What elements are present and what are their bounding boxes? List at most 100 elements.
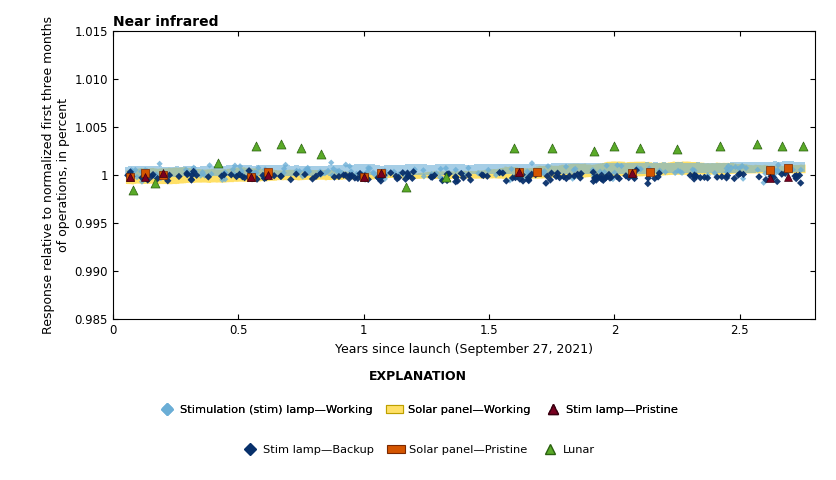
Point bbox=[768, 169, 782, 177]
Point bbox=[514, 170, 528, 178]
Point bbox=[643, 165, 656, 172]
Point bbox=[377, 171, 390, 179]
Point bbox=[772, 168, 786, 176]
Point bbox=[789, 175, 803, 182]
Point bbox=[372, 173, 385, 180]
Point bbox=[762, 168, 776, 176]
Point bbox=[436, 175, 449, 182]
Point bbox=[290, 167, 303, 175]
Point bbox=[235, 169, 248, 177]
Point bbox=[793, 171, 806, 179]
Point bbox=[219, 169, 232, 177]
Point bbox=[614, 162, 628, 170]
Point bbox=[126, 186, 140, 193]
Point bbox=[512, 169, 525, 177]
Point bbox=[688, 172, 701, 180]
Point bbox=[670, 145, 684, 153]
Point bbox=[314, 150, 328, 158]
Point bbox=[604, 173, 618, 181]
Point bbox=[489, 171, 502, 179]
Point bbox=[400, 169, 414, 177]
Point bbox=[314, 171, 328, 179]
Point bbox=[594, 168, 607, 176]
Point bbox=[376, 168, 390, 175]
Point bbox=[788, 172, 802, 180]
Point bbox=[301, 164, 314, 172]
Point bbox=[150, 170, 163, 178]
Point bbox=[349, 170, 363, 178]
Point bbox=[153, 160, 166, 168]
Point bbox=[274, 172, 288, 180]
Point bbox=[157, 172, 171, 180]
Point bbox=[303, 168, 316, 175]
Point bbox=[148, 172, 161, 180]
Point bbox=[643, 168, 656, 176]
Point bbox=[126, 168, 140, 176]
Point bbox=[566, 175, 579, 182]
Point bbox=[185, 176, 198, 184]
Point bbox=[449, 178, 462, 186]
Point bbox=[481, 172, 494, 180]
Point bbox=[794, 179, 808, 187]
Point bbox=[641, 180, 655, 187]
Point bbox=[306, 175, 319, 183]
Point bbox=[764, 172, 777, 180]
Point bbox=[248, 169, 262, 177]
Point bbox=[701, 174, 714, 182]
Point bbox=[262, 168, 275, 176]
Point bbox=[599, 174, 612, 182]
Point bbox=[242, 173, 256, 180]
Point bbox=[250, 175, 263, 183]
Point bbox=[257, 175, 271, 182]
Point bbox=[763, 167, 777, 174]
Point bbox=[218, 175, 232, 183]
Point bbox=[372, 174, 385, 182]
Point bbox=[161, 177, 175, 185]
Point bbox=[587, 168, 600, 176]
Point bbox=[757, 179, 770, 187]
Point bbox=[517, 177, 530, 185]
Point bbox=[516, 171, 529, 179]
Point bbox=[129, 166, 142, 174]
Point bbox=[244, 173, 257, 181]
Point bbox=[781, 164, 794, 171]
Point bbox=[698, 173, 711, 181]
Point bbox=[378, 170, 391, 178]
Point bbox=[568, 165, 582, 173]
Point bbox=[493, 168, 507, 176]
Point bbox=[721, 172, 734, 180]
Point bbox=[461, 164, 475, 172]
Point bbox=[641, 174, 655, 182]
Point bbox=[400, 183, 413, 191]
Point bbox=[512, 168, 526, 176]
Point bbox=[330, 168, 344, 175]
Point bbox=[781, 173, 794, 181]
Point bbox=[776, 143, 789, 150]
Point bbox=[187, 164, 201, 171]
Point bbox=[573, 174, 587, 182]
Point bbox=[302, 168, 315, 176]
Point bbox=[653, 167, 666, 174]
Point bbox=[711, 173, 724, 181]
Point bbox=[124, 173, 137, 181]
Point bbox=[247, 173, 261, 181]
Point bbox=[506, 174, 519, 182]
Point bbox=[559, 175, 573, 182]
Point bbox=[217, 171, 231, 179]
Point bbox=[568, 173, 581, 181]
Point bbox=[262, 171, 275, 179]
Point bbox=[121, 171, 135, 179]
Point bbox=[688, 171, 701, 179]
Text: Near infrared: Near infrared bbox=[113, 15, 218, 29]
Point bbox=[495, 168, 508, 176]
Point bbox=[442, 170, 456, 178]
Point bbox=[401, 172, 415, 180]
Point bbox=[589, 174, 602, 181]
Point bbox=[449, 173, 462, 181]
Point bbox=[449, 174, 462, 181]
Point bbox=[631, 164, 645, 172]
Point bbox=[522, 174, 535, 181]
Point bbox=[238, 174, 252, 181]
Point bbox=[625, 169, 639, 177]
Point bbox=[721, 162, 735, 170]
